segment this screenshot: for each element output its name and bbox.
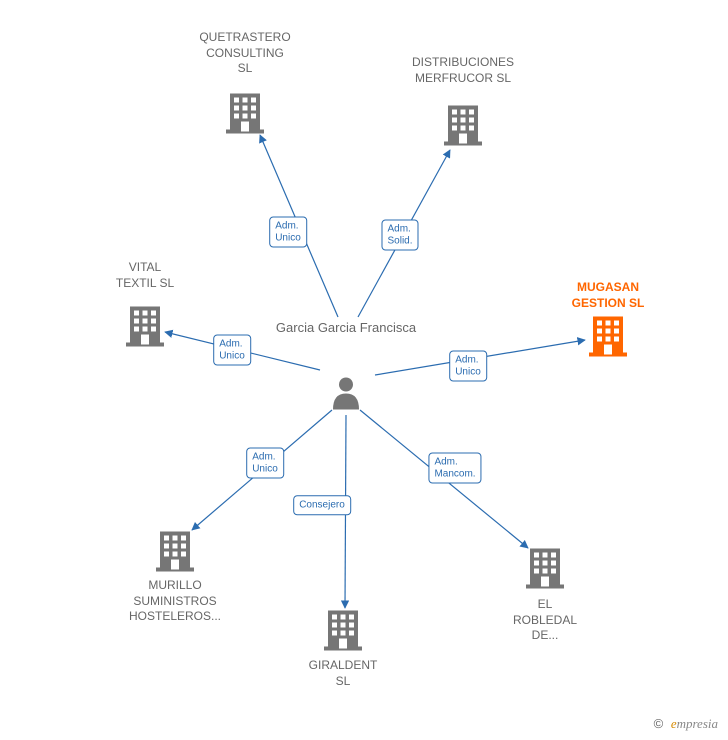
center-node-label: Garcia Garcia Francisca xyxy=(276,320,416,337)
edge-label: Adm. Unico xyxy=(269,217,307,248)
company-node-label: GIRALDENT SL xyxy=(309,658,378,689)
edge-label: Adm. Solid. xyxy=(381,220,418,251)
edge-label: Adm. Unico xyxy=(213,335,251,366)
edge-label: Adm. Unico xyxy=(449,351,487,382)
building-icon xyxy=(589,315,627,362)
company-node-label: MURILLO SUMINISTROS HOSTELEROS... xyxy=(129,578,221,625)
copyright-symbol: © xyxy=(654,716,664,731)
brand-rest: mpresia xyxy=(677,716,718,731)
company-node-label: VITAL TEXTIL SL xyxy=(116,260,174,291)
company-node-label: MUGASAN GESTION SL xyxy=(572,280,645,311)
watermark: © empresia xyxy=(654,716,718,732)
company-node-label: EL ROBLEDAL DE... xyxy=(513,597,577,644)
building-icon xyxy=(324,609,362,656)
edge-label: Consejero xyxy=(293,495,351,515)
building-icon xyxy=(156,530,194,577)
edges-layer xyxy=(0,0,728,740)
company-node-label: DISTRIBUCIONES MERFRUCOR SL xyxy=(412,55,514,86)
building-icon xyxy=(226,92,264,139)
building-icon xyxy=(126,305,164,352)
company-node-label: QUETRASTERO CONSULTING SL xyxy=(199,30,290,77)
building-icon xyxy=(526,547,564,594)
person-icon xyxy=(331,376,361,415)
edge-label: Adm. Mancom. xyxy=(428,453,481,484)
edge-label: Adm. Unico xyxy=(246,448,284,479)
building-icon xyxy=(444,104,482,151)
